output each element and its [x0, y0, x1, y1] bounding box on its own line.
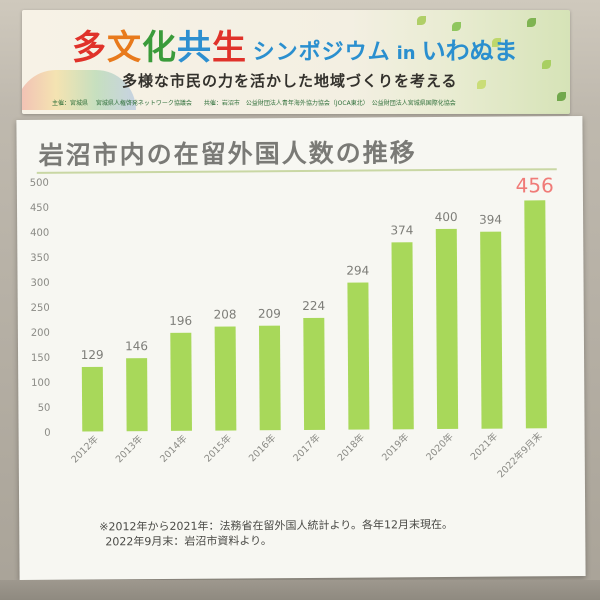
- banner-title-char: 共: [177, 28, 212, 68]
- x-tick-label: 2022年9月末: [495, 430, 545, 481]
- data-label: 394: [479, 213, 502, 227]
- data-label: 294: [346, 264, 369, 278]
- bar: [81, 366, 104, 432]
- x-tick-label: 2018年: [335, 431, 368, 464]
- banner-credits: 主催：宮城県 宮城県人権啓発ネットワーク協議会 共催：岩沼市 公益財団法人青年海…: [52, 100, 456, 107]
- banner-title-char: 化: [142, 28, 177, 68]
- y-tick-label: 350: [30, 253, 49, 264]
- data-label: 209: [258, 307, 281, 321]
- y-tick-label: 500: [30, 178, 49, 189]
- y-tick-label: 250: [31, 303, 50, 314]
- bar: [435, 228, 459, 430]
- leaf-decoration: [542, 60, 551, 69]
- banner-subtitle: 多様な市民の力を活かした地域づくりを考える: [122, 72, 458, 90]
- bar: [303, 317, 326, 430]
- y-tick-label: 100: [31, 378, 50, 389]
- x-tick-label: 2020年: [424, 430, 457, 463]
- footnote-line-2: 2022年9月末：岩沼市資料より。: [105, 534, 272, 549]
- highlight-data-label: 456: [516, 173, 554, 197]
- x-tick-label: 2017年: [291, 431, 324, 464]
- symposium-banner: 多文化共生 シンポジウム in いわぬま 多様な市民の力を活かした地域づくりを考える…: [22, 10, 570, 114]
- bar-chart: 0 50 100 150 200 250 300 350 400 450 500 129 146 196…: [30, 173, 554, 481]
- bar: [480, 231, 503, 429]
- bar: [347, 282, 370, 430]
- presentation-slide: 岩沼市内の在留外国人数の推移 0 50 100 150 200 250 300 350 400 4…: [16, 116, 586, 580]
- x-tick-label: 2014年: [157, 432, 190, 465]
- y-tick-label: 50: [38, 403, 51, 414]
- data-label: 196: [169, 314, 192, 328]
- x-axis: 2012年 2013年 2014年 2015年 2016年 2017年 2018年 2019年…: [69, 430, 545, 481]
- y-tick-label: 0: [44, 428, 50, 439]
- x-tick-label: 2016年: [246, 432, 279, 465]
- y-tick-label: 450: [30, 203, 49, 214]
- leaf-decoration: [527, 18, 536, 27]
- y-axis: 0 50 100 150 200 250 300 350 400 450 500: [30, 178, 51, 439]
- banner-title-char: 文: [107, 28, 142, 68]
- data-label: 224: [302, 299, 325, 313]
- floor-edge: [0, 580, 600, 600]
- x-tick-label: 2019年: [379, 431, 412, 464]
- bar-series: [81, 200, 547, 432]
- bar: [170, 332, 192, 431]
- data-label: 374: [390, 223, 413, 237]
- banner-title-katakana: シンポジウム: [252, 40, 391, 65]
- footnote-line-1: ※2012年から2021年：法務省在留外国人統計より。各年12月末現在。: [99, 517, 454, 534]
- leaf-decoration: [417, 16, 426, 25]
- x-tick-label: 2015年: [202, 432, 235, 465]
- y-tick-label: 200: [31, 328, 50, 339]
- bar: [391, 242, 414, 430]
- banner-title-char: 多: [72, 28, 107, 68]
- banner-title-char: 生: [212, 28, 247, 68]
- leaf-decoration: [492, 38, 501, 47]
- bar: [126, 358, 148, 432]
- data-label: 129: [81, 348, 104, 362]
- bar: [214, 326, 237, 431]
- leaf-decoration: [452, 22, 461, 31]
- y-tick-label: 300: [30, 278, 49, 289]
- y-tick-label: 150: [31, 353, 50, 364]
- bar: [258, 325, 281, 431]
- data-label: 208: [214, 307, 237, 321]
- x-tick-label: 2013年: [113, 432, 146, 465]
- leaf-decoration: [557, 92, 566, 101]
- leaf-decoration: [477, 80, 486, 89]
- data-label: 146: [125, 339, 148, 353]
- bar: [524, 200, 547, 429]
- banner-title-in: in: [396, 43, 416, 64]
- data-label: 400: [435, 210, 458, 224]
- y-tick-label: 400: [30, 228, 49, 239]
- chart-footnote: ※2012年から2021年：法務省在留外国人統計より。各年12月末現在。 202…: [99, 517, 453, 549]
- data-labels: 129 146 196 208 209 224 294 374 400 394 456: [81, 173, 554, 362]
- banner-title-place: いわぬま: [421, 37, 518, 65]
- rainbow-decoration: [22, 70, 136, 110]
- x-tick-label: 2021年: [468, 430, 501, 463]
- x-tick-label: 2012年: [69, 433, 102, 466]
- banner-title: 多文化共生 シンポジウム in いわぬま: [72, 20, 518, 69]
